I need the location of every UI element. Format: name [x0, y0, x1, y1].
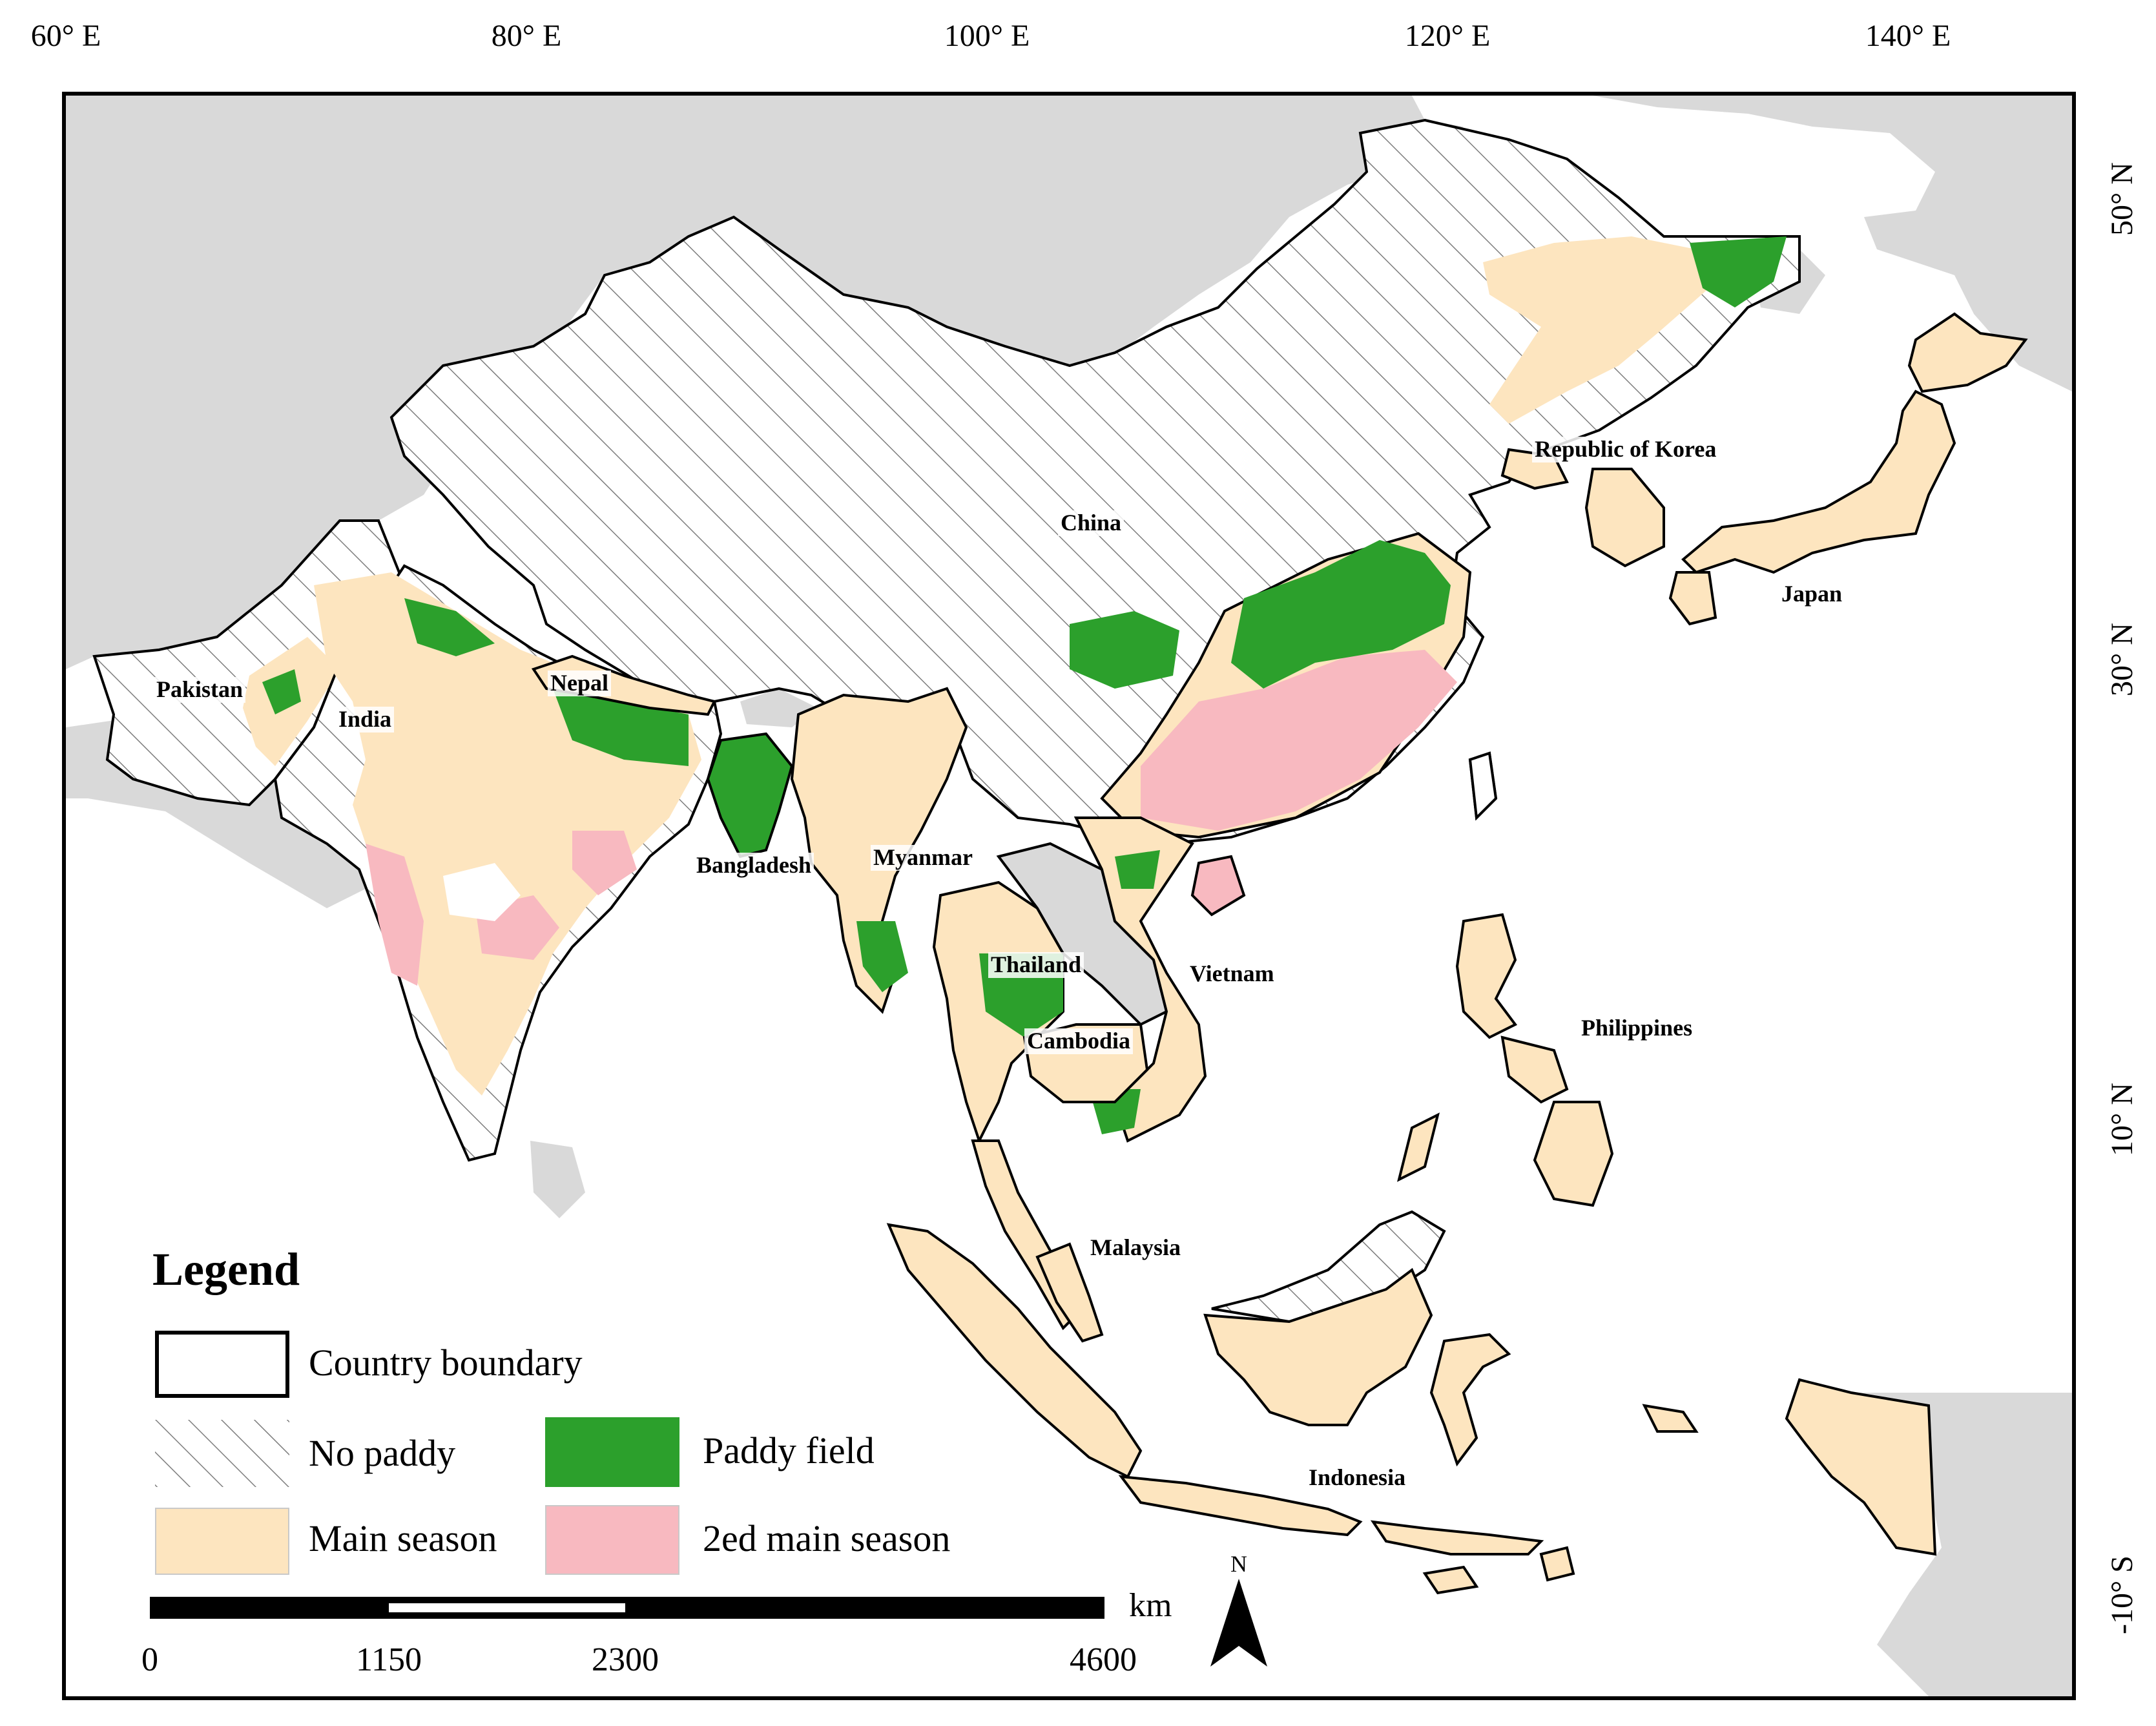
legend-swatch-main-season — [155, 1508, 289, 1575]
legend-swatch-no-paddy — [155, 1420, 289, 1487]
country-philippines — [1397, 913, 1614, 1207]
latitude-label-50n: 50° N — [2105, 162, 2139, 236]
country-label-thailand: Thailand — [988, 951, 1084, 978]
scale-tick-4600: 4600 — [1070, 1641, 1137, 1678]
legend-label-main-season: Main season — [309, 1517, 497, 1559]
country-label-china: China — [1058, 510, 1125, 536]
map-frame: China Republic of Korea Japan Pakistan I… — [62, 92, 2076, 1700]
scale-bar — [150, 1597, 1104, 1619]
longitude-label-60e: 60° E — [30, 19, 101, 53]
scale-bar-unit: km — [1129, 1587, 1172, 1624]
scale-tick-0: 0 — [141, 1641, 158, 1678]
latitude-label-30n: 30° N — [2105, 623, 2139, 696]
country-indonesia — [886, 1210, 1937, 1595]
country-label-cambodia: Cambodia — [1024, 1028, 1134, 1054]
latitude-label-10n: 10° N — [2105, 1083, 2139, 1156]
country-japan — [1668, 312, 2028, 626]
legend-label-second-main-season: 2ed main season — [703, 1517, 951, 1559]
country-label-nepal: Nepal — [548, 670, 611, 696]
country-label-malaysia: Malaysia — [1088, 1234, 1183, 1261]
country-label-bangladesh: Bangladesh — [694, 852, 814, 879]
legend-label-no-paddy: No paddy — [309, 1432, 456, 1474]
country-korea — [1500, 448, 1665, 568]
legend-label-paddy-field: Paddy field — [703, 1430, 875, 1471]
country-label-india: India — [336, 706, 395, 733]
scale-tick-1150: 1150 — [355, 1641, 422, 1678]
legend-swatch-second-main-season — [545, 1505, 679, 1575]
longitude-label-80e: 80° E — [491, 19, 562, 53]
north-arrow-label: N — [1230, 1551, 1247, 1577]
map-canvas[interactable] — [66, 96, 2072, 1696]
country-label-myanmar: Myanmar — [871, 844, 975, 871]
north-arrow-icon — [1210, 1579, 1267, 1667]
country-bangladesh — [706, 732, 794, 858]
country-taiwan — [1468, 751, 1498, 821]
country-label-japan: Japan — [1779, 581, 1845, 607]
legend-title: Legend — [152, 1243, 300, 1295]
country-label-vietnam: Vietnam — [1187, 961, 1277, 987]
country-label-pakistan: Pakistan — [154, 676, 246, 703]
country-malaysia-peninsula — [1035, 1242, 1104, 1343]
longitude-label-140e: 140° E — [1865, 19, 1951, 53]
country-label-philippines: Philippines — [1579, 1015, 1695, 1041]
latitude-label-10s: -10° S — [2105, 1555, 2139, 1634]
legend-label-country-boundary: Country boundary — [309, 1342, 583, 1384]
country-label-indonesia: Indonesia — [1306, 1464, 1409, 1491]
longitude-label-120e: 120° E — [1404, 19, 1491, 53]
longitude-label-100e: 100° E — [944, 19, 1030, 53]
legend-swatch-country-boundary — [155, 1331, 289, 1398]
legend-swatch-paddy-field — [545, 1417, 679, 1487]
scale-tick-2300: 2300 — [592, 1641, 659, 1678]
country-label-republic-of-korea: Republic of Korea — [1532, 436, 1719, 463]
